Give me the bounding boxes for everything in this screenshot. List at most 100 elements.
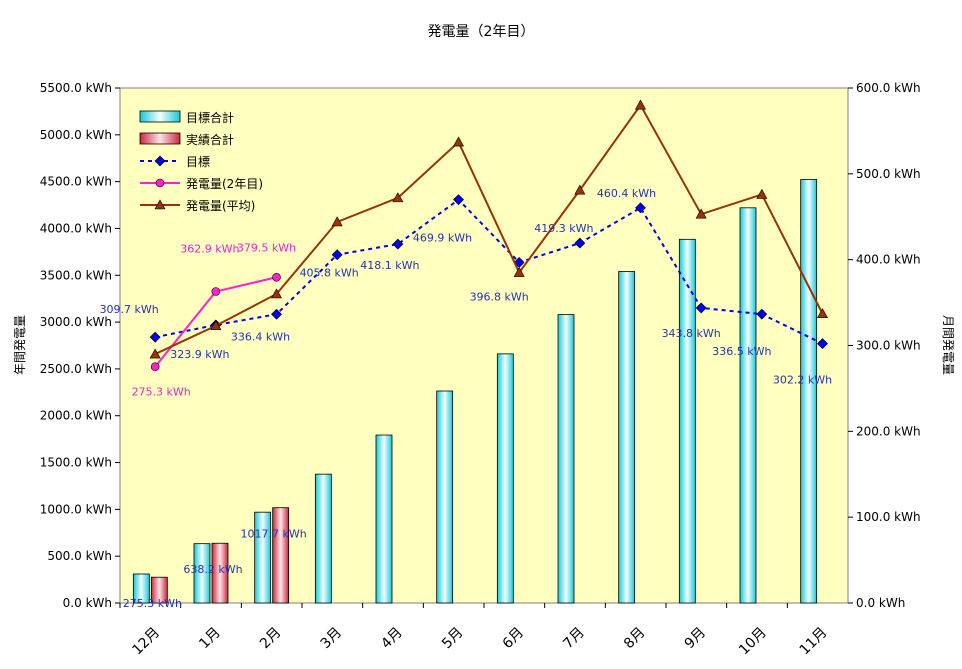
legend-marker-3	[155, 178, 165, 188]
marker-average-8	[635, 99, 647, 110]
marker-target-2	[271, 308, 282, 320]
marker-target-8	[635, 202, 646, 214]
y2-tick-label: 500.0 kWh	[856, 167, 921, 181]
bar-target-total-7	[557, 314, 575, 604]
y-tick-label: 3000.0 kWh	[40, 315, 112, 329]
legend-marker-4	[154, 199, 166, 210]
plot-area	[119, 87, 849, 604]
bar-target-total-4	[375, 434, 393, 604]
marker-average-1	[210, 320, 222, 331]
legend-swatch-0	[139, 110, 181, 123]
label-target-11: 302.2 kWh	[773, 374, 832, 387]
label-year2-0: 275.3 kWh	[132, 386, 191, 399]
y-tick-label: 2000.0 kWh	[40, 409, 112, 423]
label-target-5: 469.9 kWh	[413, 232, 472, 245]
line-target	[154, 198, 823, 345]
x-tick-label: 3月	[318, 625, 346, 653]
legend-label-4: 発電量(平均)	[186, 199, 255, 213]
x-tick-label: 9月	[682, 625, 710, 653]
label-target-10: 336.5 kWh	[712, 345, 771, 358]
marker-target-9	[695, 302, 707, 314]
marker-target-4	[392, 238, 404, 250]
legend-label-3: 発電量(2年目)	[186, 177, 263, 191]
label-target-7: 419.3 kWh	[534, 222, 593, 235]
x-tick-label: 8月	[621, 625, 649, 653]
label-target-2: 336.4 kWh	[231, 330, 290, 343]
y-tick-label: 2500.0 kWh	[40, 362, 112, 376]
bar-target-total-2	[254, 511, 272, 604]
marker-average-6	[513, 266, 525, 277]
label-target-8: 460.4 kWh	[597, 187, 656, 200]
marker-year2-2	[272, 272, 281, 282]
y-tick-label: 5000.0 kWh	[40, 128, 112, 142]
legend-swatch-1	[139, 132, 181, 145]
marker-target-3	[331, 249, 343, 261]
legend-marker-2	[154, 155, 166, 167]
y2-tick-label: 600.0 kWh	[856, 81, 921, 95]
bar-actual-total-1	[211, 542, 229, 604]
y2-tick-label: 0.0 kWh	[856, 596, 905, 610]
label-year2-1: 362.9 kWh	[180, 243, 239, 256]
bar-target-total-11	[800, 179, 818, 604]
x-tick-label: 4月	[378, 625, 406, 653]
marker-average-2	[271, 288, 283, 299]
marker-year2-1	[211, 287, 221, 296]
y2-tick-label: 200.0 kWh	[856, 424, 921, 438]
y2-tick-label: 400.0 kWh	[856, 253, 921, 267]
marker-average-7	[574, 184, 586, 195]
y2-tick-label: 100.0 kWh	[856, 510, 921, 524]
x-tick-label: 12月	[129, 625, 163, 659]
marker-target-10	[756, 308, 768, 320]
label-year2-2: 379.5 kWh	[237, 241, 296, 254]
y-tick-label: 5500.0 kWh	[40, 81, 112, 95]
y-tick-label: 1500.0 kWh	[40, 456, 112, 470]
marker-target-5	[453, 194, 464, 206]
marker-average-10	[756, 188, 768, 199]
x-tick-label: 11月	[797, 625, 831, 659]
line-average	[154, 103, 824, 355]
bar-target-total-8	[618, 271, 636, 604]
bar-actual-total-2	[272, 507, 290, 604]
legend-label-2: 目標	[186, 155, 210, 169]
y-axis-label: 年間発電量	[13, 315, 27, 375]
bar-target-total-6	[496, 353, 514, 604]
y-tick-label: 3500.0 kWh	[40, 268, 112, 282]
bars-layer	[132, 179, 818, 604]
label-target-9: 343.8 kWh	[662, 327, 721, 340]
bar-target-total-0	[132, 573, 150, 604]
chart-title: 発電量（2年目）	[428, 24, 535, 40]
y-tick-label: 0.0 kWh	[63, 596, 112, 610]
marker-target-7	[574, 237, 586, 249]
y-tick-label: 1000.0 kWh	[40, 502, 112, 516]
marker-average-4	[392, 192, 404, 203]
label-target-6: 396.8 kWh	[470, 290, 529, 303]
marker-average-9	[695, 208, 707, 219]
y-tick-label: 4000.0 kWh	[40, 221, 112, 235]
x-tick-label: 5月	[439, 625, 467, 653]
label-bar-2: 1017.7 kWh	[241, 528, 307, 541]
lines-layer	[149, 99, 829, 372]
bar-target-total-9	[678, 238, 696, 604]
bar-target-total-10	[739, 207, 757, 604]
label-target-3: 405.8 kWh	[300, 267, 359, 280]
marker-average-5	[453, 136, 465, 147]
legend-label-0: 目標合計	[186, 110, 234, 125]
x-tick-label: 1月	[196, 625, 224, 653]
label-target-1: 323.9 kWh	[170, 348, 229, 361]
marker-target-0	[149, 331, 161, 343]
marker-target-11	[817, 338, 828, 350]
legend-label-1: 実績合計	[186, 132, 234, 147]
label-bar-1: 638.2 kWh	[183, 563, 242, 576]
marker-average-0	[149, 348, 161, 359]
x-tick-label: 2月	[257, 625, 285, 653]
bar-target-total-5	[436, 390, 454, 604]
label-target-0: 309.7 kWh	[100, 303, 159, 316]
y2-tick-label: 300.0 kWh	[856, 339, 921, 353]
bar-actual-total-0	[150, 576, 168, 604]
y2-axis-label: 月間発電量	[941, 315, 955, 375]
bar-target-total-3	[314, 473, 332, 604]
marker-average-11	[817, 308, 829, 319]
y-tick-label: 4500.0 kWh	[40, 175, 112, 189]
